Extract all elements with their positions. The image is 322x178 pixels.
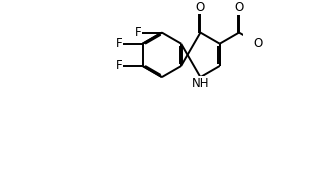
Text: O: O <box>196 1 205 14</box>
Text: O: O <box>254 37 263 50</box>
Text: F: F <box>116 37 122 50</box>
Text: F: F <box>116 59 122 72</box>
Text: F: F <box>135 26 141 39</box>
Text: O: O <box>234 1 244 14</box>
Text: NH: NH <box>192 77 209 90</box>
